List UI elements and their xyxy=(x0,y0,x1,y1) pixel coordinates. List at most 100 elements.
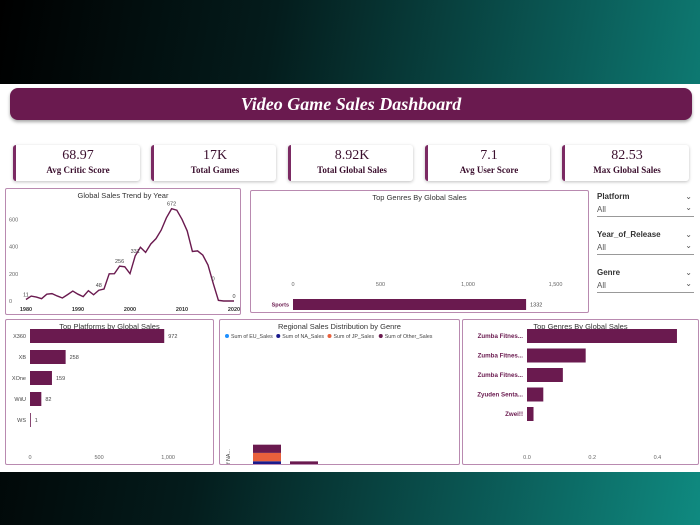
series-line xyxy=(25,207,234,302)
chevron-up-icon[interactable]: ⌄ xyxy=(685,268,692,277)
kpi-card-total-global-sales: 8.92K Total Global Sales xyxy=(288,145,413,181)
bar xyxy=(527,407,534,421)
data-label: 672 xyxy=(167,202,176,208)
kpi-label: Total Global Sales xyxy=(317,165,387,175)
x-tick-label: 1990 xyxy=(72,307,84,313)
slicer-label: Platform xyxy=(597,192,630,201)
slicer-genre[interactable]: Genre ⌄ All ⌄ xyxy=(597,268,694,293)
x-tick-label: 0 xyxy=(291,282,294,288)
chevron-down-icon[interactable]: ⌄ xyxy=(685,279,692,288)
x-tick-label: 1,500 xyxy=(549,282,563,288)
data-label: 972 xyxy=(168,334,177,340)
panel-top-games: Top Genres By Global Sales Zumba Fitnes.… xyxy=(462,319,699,465)
bar-chart-top-genres: Sports1332Shooter1053Role-Playing934Simu… xyxy=(272,282,563,310)
legend-marker xyxy=(276,334,281,338)
bar xyxy=(293,299,527,310)
data-label: 11 xyxy=(23,293,29,299)
kpi-card-max-global-sales: 82.53 Max Global Sales xyxy=(562,145,689,181)
y-tick-label: 0 xyxy=(9,299,12,305)
line-chart-sales-trend: 0 200 400 600 1980 1990 2000 2010 2020 11 48 256 331… xyxy=(9,202,240,313)
x-tick-label: 0.2 xyxy=(588,455,596,461)
chevron-up-icon[interactable]: ⌄ xyxy=(685,192,692,201)
slicer-year[interactable]: Year_of_Release ⌄ All ⌄ xyxy=(597,230,694,255)
legend-label: Sum of NA_Sales xyxy=(282,334,324,340)
data-label: 258 xyxy=(70,355,79,361)
chevron-down-icon[interactable]: ⌄ xyxy=(685,241,692,250)
kpi-value: 7.1 xyxy=(480,148,498,163)
chart-title: Regional Sales Distribution by Genre xyxy=(278,322,401,331)
data-label: 82 xyxy=(45,397,51,403)
dashboard-title-bar: Video Game Sales Dashboard xyxy=(10,88,692,120)
stacked-bar-segment xyxy=(253,444,281,453)
chart-title: Top Platforms by Global Sales xyxy=(59,322,160,331)
bar xyxy=(527,329,677,343)
kpi-value: 8.92K xyxy=(334,148,370,163)
bar xyxy=(30,350,66,364)
data-label: 1 xyxy=(35,418,38,424)
panel-regional-sales: Regional Sales Distribution by Genre Sum… xyxy=(219,319,460,465)
x-tick-label: 2020 xyxy=(228,307,240,313)
bar xyxy=(30,413,31,427)
legend-marker xyxy=(378,334,383,338)
legend-label: Sum of JP_Sales xyxy=(334,334,375,340)
x-tick-label: 500 xyxy=(94,455,103,461)
chart-title: Top Genres By Global Sales xyxy=(372,193,467,202)
legend-label: Sum of EU_Sales xyxy=(231,334,273,340)
y-axis-label: Sum of EU_Sales, Sum of NA... xyxy=(226,449,232,464)
category-label: XB xyxy=(19,355,27,361)
kpi-label: Avg User Score xyxy=(459,165,519,175)
data-label: 159 xyxy=(56,376,65,382)
bar xyxy=(527,368,563,382)
kpi-value: 17K xyxy=(202,148,228,163)
kpi-card-total-games: 17K Total Games xyxy=(151,145,276,181)
data-label: 1332 xyxy=(530,303,542,309)
category-label: WS xyxy=(17,418,26,424)
x-tick-label: 1,000 xyxy=(461,282,475,288)
slicer-dropdown-genre[interactable]: All ⌄ xyxy=(597,279,694,293)
data-label: 0 xyxy=(232,294,235,300)
bar xyxy=(527,387,544,402)
stacked-bar-segment xyxy=(253,461,281,464)
panel-top-platforms: Top Platforms by Global Sales X360 972 XB 2… xyxy=(5,319,214,465)
kpi-label: Total Games xyxy=(190,165,240,175)
legend-marker xyxy=(225,334,229,338)
y-tick-label: 400 xyxy=(9,245,18,251)
x-tick-label: 0.0 xyxy=(523,455,531,461)
chevron-up-icon[interactable]: ⌄ xyxy=(685,230,692,239)
kpi-card-avg-critic-score: 68.97 Avg Critic Score xyxy=(13,145,140,181)
bar xyxy=(30,371,52,385)
x-tick-label: 500 xyxy=(376,282,385,288)
dashboard-canvas: Video Game Sales Dashboard 68.97 Avg Cri… xyxy=(0,84,700,472)
category-label: Zumba Fitnes... xyxy=(478,333,524,340)
kpi-card-avg-user-score: 7.1 Avg User Score xyxy=(425,145,550,181)
data-label: 48 xyxy=(96,283,102,289)
x-tick-label: 0.4 xyxy=(654,455,662,461)
data-label: 0 xyxy=(212,276,215,282)
x-tick-label: 0 xyxy=(28,455,31,461)
slicer-value: All xyxy=(597,281,606,290)
bar xyxy=(30,329,165,343)
category-label: Zwei!! xyxy=(505,411,523,418)
x-tick-label: 1980 xyxy=(20,307,32,313)
chart-title: Global Sales Trend by Year xyxy=(77,191,169,200)
kpi-label: Max Global Sales xyxy=(593,165,661,175)
legend-label: Sum of Other_Sales xyxy=(385,334,433,340)
slicer-dropdown-year[interactable]: All ⌄ xyxy=(597,241,694,255)
slicer-value: All xyxy=(597,243,606,252)
chevron-down-icon[interactable]: ⌄ xyxy=(685,203,692,212)
bar xyxy=(527,348,586,363)
kpi-value: 82.53 xyxy=(611,148,643,163)
slicer-label: Genre xyxy=(597,268,621,277)
category-label: Zumba Fitnes... xyxy=(478,372,524,379)
stacked-bar-segment xyxy=(290,461,318,464)
x-tick-label: 1,000 xyxy=(161,455,175,461)
y-tick-label: 200 xyxy=(9,272,18,278)
slicer-platform[interactable]: Platform ⌄ All ⌄ xyxy=(597,192,694,217)
stacked-bar-segment xyxy=(253,452,281,462)
stacked-bar-chart-regional: Sum of EU_Sales Sum of NA_Sales Sum of JP_… xyxy=(225,334,433,464)
x-tick-label: 2000 xyxy=(124,307,136,313)
x-tick-label: 2010 xyxy=(176,307,188,313)
slicer-value: All xyxy=(597,205,606,214)
kpi-label: Avg Critic Score xyxy=(46,165,110,175)
slicer-dropdown-platform[interactable]: All ⌄ xyxy=(597,203,694,217)
